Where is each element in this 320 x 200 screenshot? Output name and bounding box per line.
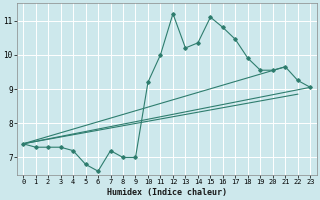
X-axis label: Humidex (Indice chaleur): Humidex (Indice chaleur) (107, 188, 227, 197)
